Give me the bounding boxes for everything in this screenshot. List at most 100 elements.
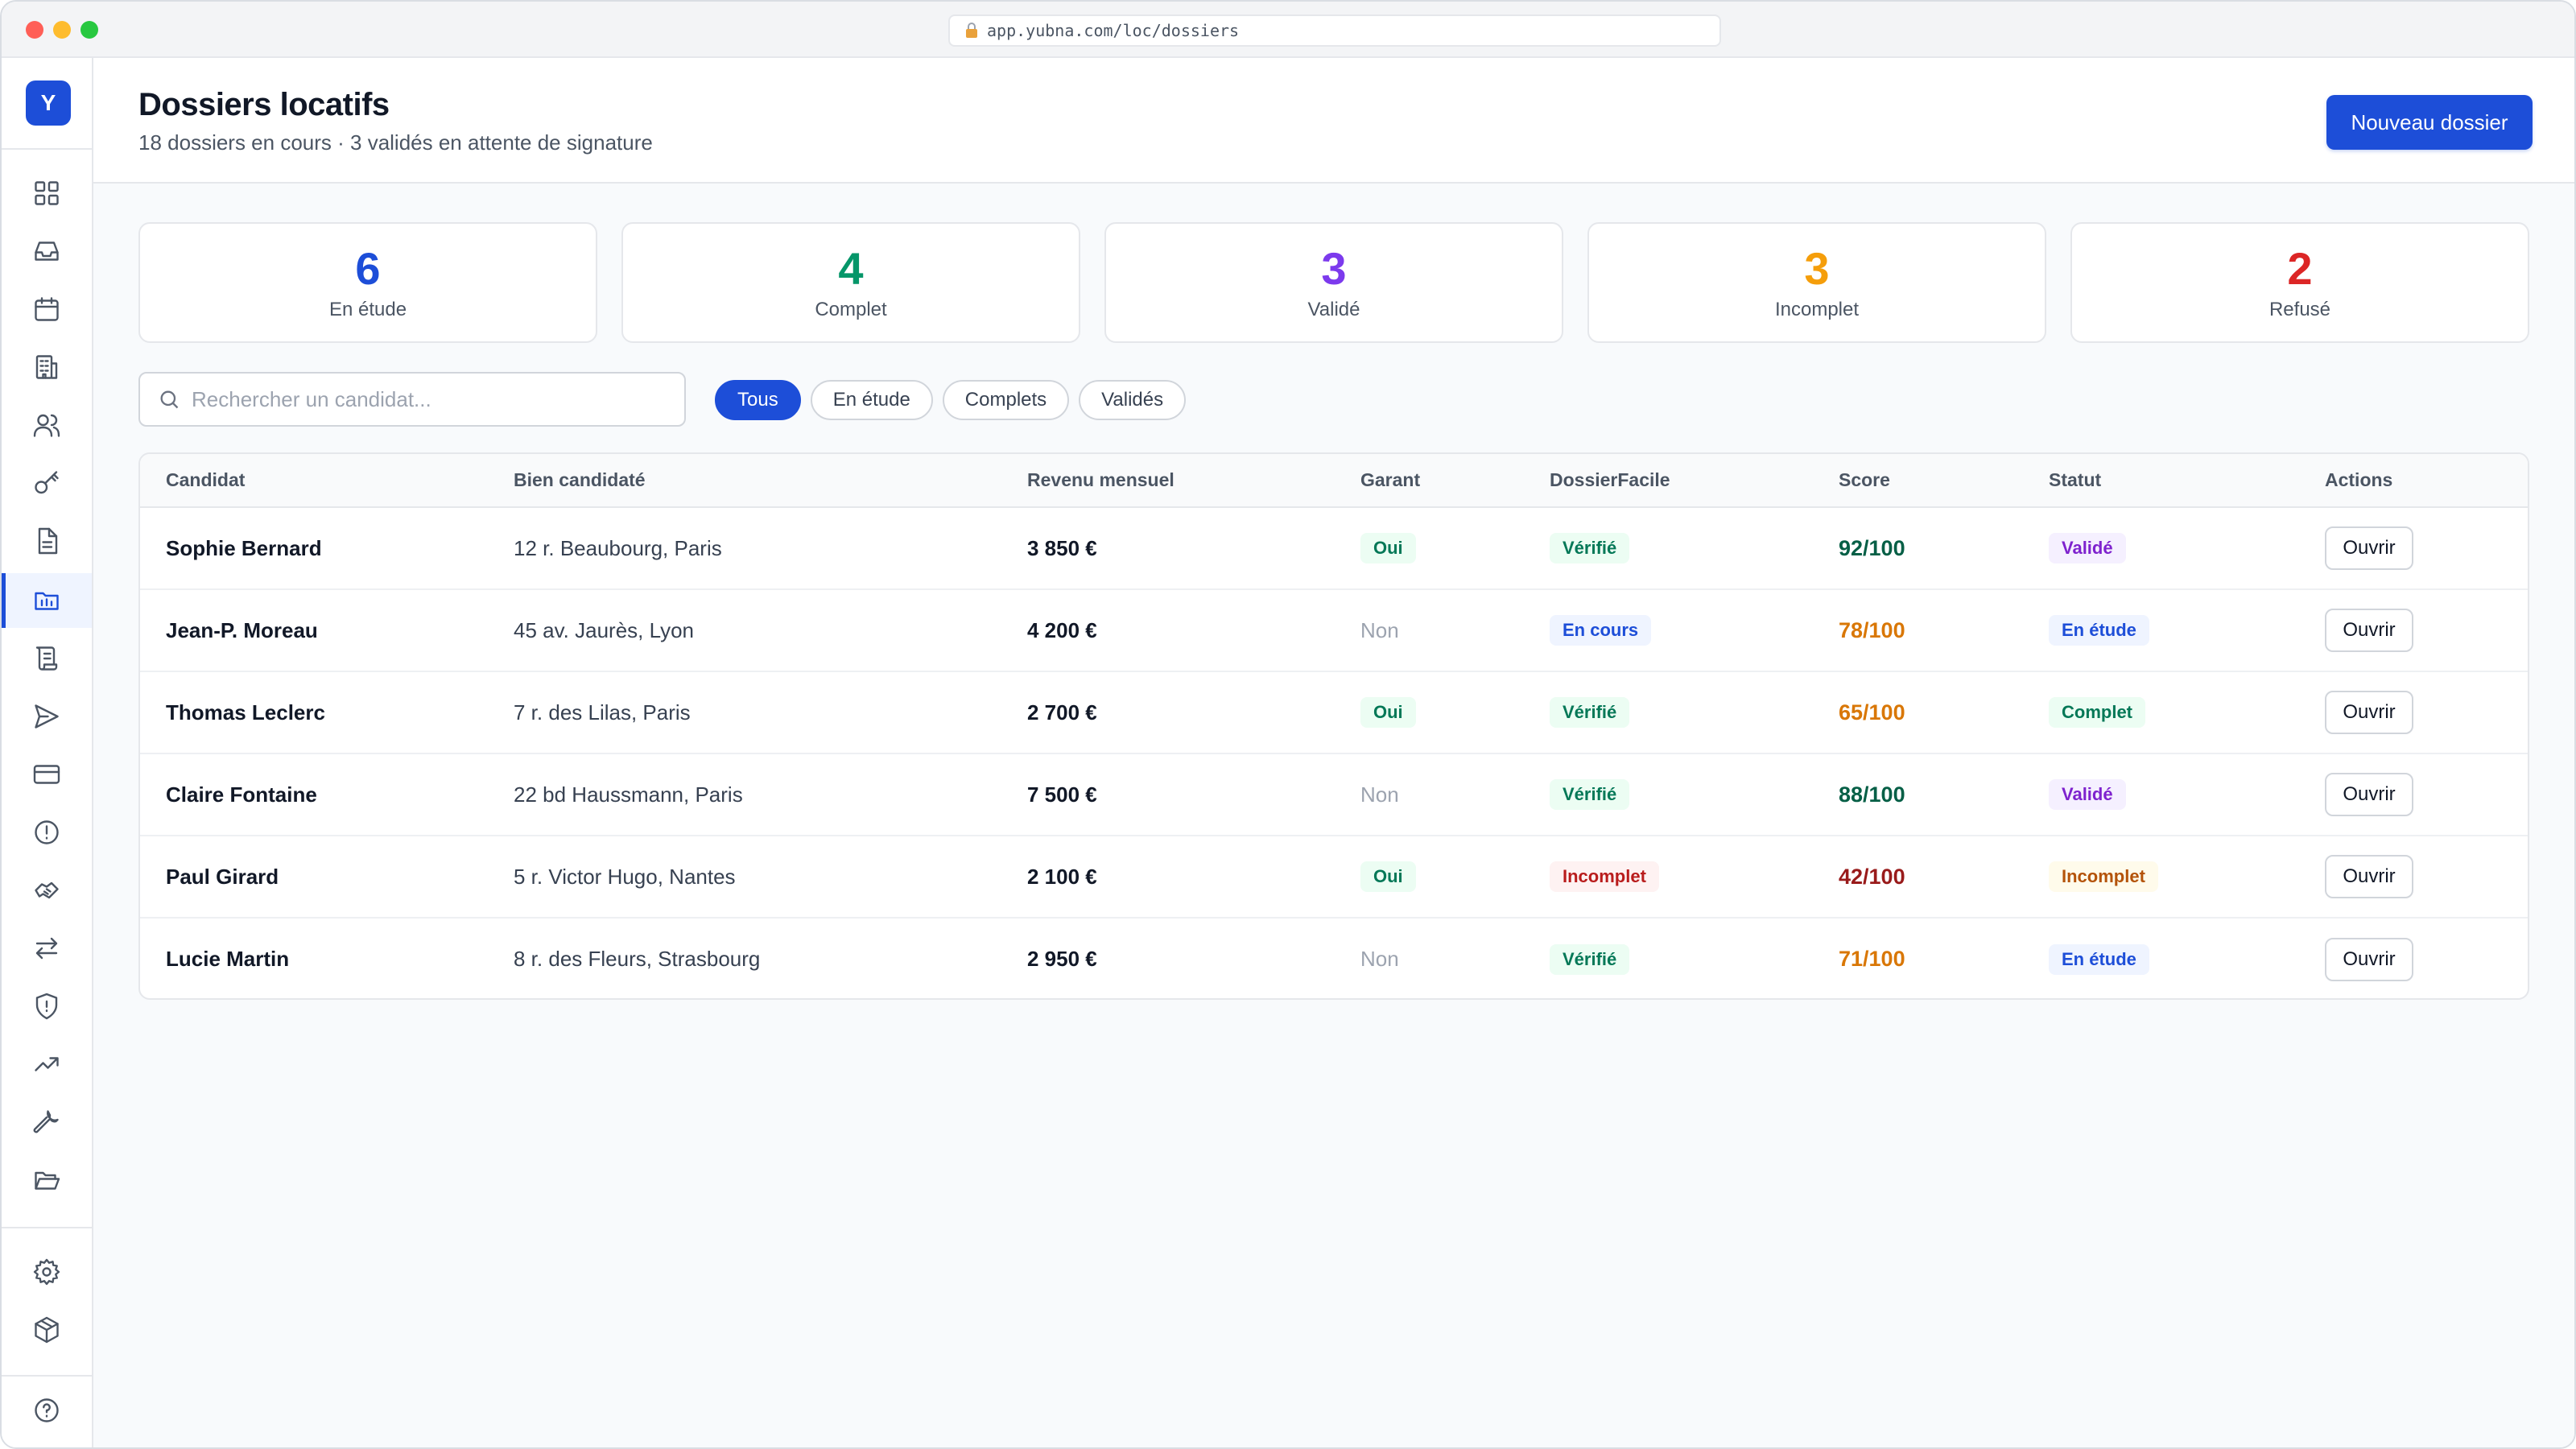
dossierfacile-cell: Vérifié <box>1524 753 1813 836</box>
stat-label: Incomplet <box>1774 299 1860 320</box>
column-header-garant[interactable]: Garant <box>1335 454 1524 508</box>
open-dossier-button[interactable]: Ouvrir <box>2325 773 2413 816</box>
close-window-button[interactable] <box>26 21 43 39</box>
table-row[interactable]: Jean-P. Moreau 45 av. Jaurès, Lyon 4 200… <box>140 589 2528 672</box>
column-header-bien[interactable]: Bien candidaté <box>488 454 1001 508</box>
address-bar[interactable]: app.yubna.com/loc/dossiers <box>948 14 1721 47</box>
send-icon <box>35 704 59 729</box>
nav-modules[interactable] <box>2 1302 92 1357</box>
table-row[interactable]: Thomas Leclerc 7 r. des Lilas, Paris 2 7… <box>140 671 2528 754</box>
stat-value: 4 <box>838 243 864 294</box>
stat-label: Refusé <box>2268 299 2331 320</box>
shield-icon <box>35 993 58 1020</box>
trend-icon <box>35 1057 59 1071</box>
users-icon <box>33 414 60 437</box>
stat-value: 3 <box>1321 243 1347 294</box>
nav-alerts[interactable] <box>2 805 92 860</box>
nav-analytics[interactable] <box>2 1037 92 1092</box>
nav-calendar[interactable] <box>2 282 92 336</box>
column-header-statut[interactable]: Statut <box>2023 454 2299 508</box>
column-header-score[interactable]: Score <box>1813 454 2023 508</box>
column-header-revenu[interactable]: Revenu mensuel <box>1001 454 1335 508</box>
column-header-candidat[interactable]: Candidat <box>140 454 488 508</box>
monthly-income: 4 200 € <box>1001 589 1335 672</box>
table-row[interactable]: Lucie Martin 8 r. des Fleurs, Strasbourg… <box>140 918 2528 998</box>
nav-inbox[interactable] <box>2 224 92 279</box>
package-icon <box>35 1316 59 1344</box>
open-dossier-button[interactable]: Ouvrir <box>2325 526 2413 570</box>
table-row[interactable]: Sophie Bernard 12 r. Beaubourg, Paris 3 … <box>140 507 2528 590</box>
dossierfacile-badge: En cours <box>1550 615 1652 646</box>
table-header-row: Candidat Bien candidaté Revenu mensuel G… <box>140 454 2528 508</box>
filter-chip-tous[interactable]: Tous <box>715 380 801 420</box>
stat-card-refuse[interactable]: 2 Refusé <box>2070 222 2529 343</box>
stat-card-incomplet[interactable]: 3 Incomplet <box>1587 222 2046 343</box>
nav-contacts[interactable] <box>2 398 92 452</box>
open-dossier-button[interactable]: Ouvrir <box>2325 855 2413 898</box>
nav-leases[interactable] <box>2 631 92 686</box>
nav-messages[interactable] <box>2 689 92 744</box>
page-subtitle: 18 dossiers en cours · 3 validés en atte… <box>138 130 653 155</box>
scroll-icon <box>35 646 58 671</box>
monthly-income: 2 700 € <box>1001 671 1335 754</box>
stat-value: 6 <box>355 243 381 294</box>
monthly-income: 7 500 € <box>1001 753 1335 836</box>
dossierfacile-badge: Vérifié <box>1550 697 1630 728</box>
search-box[interactable] <box>138 372 686 427</box>
candidate-name: Lucie Martin <box>166 947 290 971</box>
handshake-icon <box>35 881 59 899</box>
open-dossier-button[interactable]: Ouvrir <box>2325 937 2413 981</box>
stat-label: En étude <box>328 299 407 320</box>
search-input[interactable] <box>192 386 658 412</box>
filter-chip-valides[interactable]: Validés <box>1079 380 1187 420</box>
nav-maintenance[interactable] <box>2 1095 92 1150</box>
actions-cell: Ouvrir <box>2299 836 2528 919</box>
dossierfacile-cell: Vérifié <box>1524 671 1813 754</box>
guarantor-cell: Oui <box>1335 507 1524 590</box>
stat-card-complet[interactable]: 4 Complet <box>621 222 1080 343</box>
table-row[interactable]: Claire Fontaine 22 bd Haussmann, Paris 7… <box>140 753 2528 836</box>
dossierfacile-badge: Incomplet <box>1550 861 1659 892</box>
nav-documents[interactable] <box>2 514 92 568</box>
app-logo[interactable]: Y <box>26 80 71 126</box>
nav-settings[interactable] <box>2 1245 92 1299</box>
nav-keys[interactable] <box>2 456 92 510</box>
zoom-window-button[interactable] <box>80 21 98 39</box>
nav-help[interactable] <box>2 1383 92 1438</box>
filter-toolbar: Tous En étude Complets Validés <box>138 372 2529 428</box>
stat-card-valide[interactable]: 3 Validé <box>1104 222 1563 343</box>
nav-archives[interactable] <box>2 1153 92 1208</box>
column-header-dossierfacile[interactable]: DossierFacile <box>1524 454 1813 508</box>
help-icon <box>35 1398 59 1422</box>
property-address: 5 r. Victor Hugo, Nantes <box>488 836 1001 919</box>
candidate-name: Jean-P. Moreau <box>140 589 488 672</box>
nav-buildings[interactable] <box>2 340 92 394</box>
nav-dashboard[interactable] <box>2 166 92 221</box>
status-cell: Validé <box>2023 507 2299 590</box>
column-header-actions: Actions <box>2299 454 2528 508</box>
stat-card-en-etude[interactable]: 6 En étude <box>138 222 597 343</box>
table-row[interactable]: Paul Girard 5 r. Victor Hugo, Nantes 2 1… <box>140 836 2528 919</box>
calendar-icon <box>35 297 59 321</box>
filter-chip-complets[interactable]: Complets <box>942 380 1070 420</box>
open-dossier-button[interactable]: Ouvrir <box>2325 691 2413 734</box>
new-dossier-button[interactable]: Nouveau dossier <box>2326 95 2533 150</box>
monthly-income: 2 950 € <box>1027 947 1097 971</box>
nav-transfers[interactable] <box>2 921 92 976</box>
status-badge: Validé <box>2049 533 2126 564</box>
guarantor-badge: Oui <box>1360 861 1416 892</box>
dossierfacile-cell: Incomplet <box>1524 836 1813 919</box>
inbox-icon <box>35 242 59 261</box>
status-cell: Complet <box>2023 671 2299 754</box>
nav-insurance[interactable] <box>2 979 92 1034</box>
guarantor-cell: Oui <box>1335 836 1524 919</box>
nav-deals[interactable] <box>2 863 92 918</box>
filter-chips: Tous En étude Complets Validés <box>715 380 1187 420</box>
filter-chip-en-etude[interactable]: En étude <box>810 380 933 420</box>
open-dossier-button[interactable]: Ouvrir <box>2325 609 2413 652</box>
candidate-name: Paul Girard <box>140 836 488 919</box>
nav-rental-folders[interactable] <box>2 573 92 628</box>
minimize-window-button[interactable] <box>53 21 71 39</box>
nav-payments[interactable] <box>2 747 92 802</box>
